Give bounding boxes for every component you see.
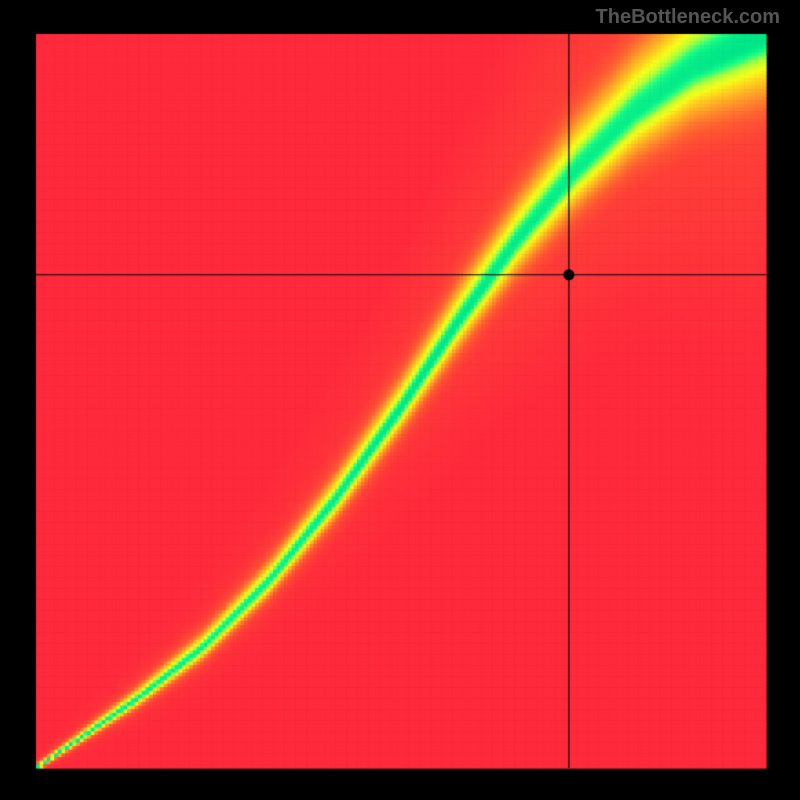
chart-container: TheBottleneck.com	[0, 0, 800, 800]
bottleneck-heatmap	[0, 0, 800, 800]
